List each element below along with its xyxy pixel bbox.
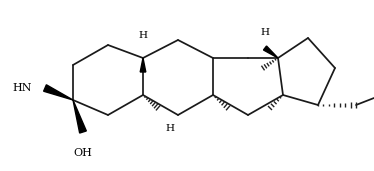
Text: H: H (138, 31, 147, 40)
Polygon shape (73, 100, 86, 133)
Polygon shape (263, 46, 278, 58)
Text: H: H (261, 28, 270, 37)
Polygon shape (140, 58, 146, 72)
Polygon shape (44, 85, 73, 100)
Text: OH: OH (74, 148, 92, 158)
Text: H: H (166, 124, 175, 133)
Text: HN: HN (12, 83, 32, 93)
